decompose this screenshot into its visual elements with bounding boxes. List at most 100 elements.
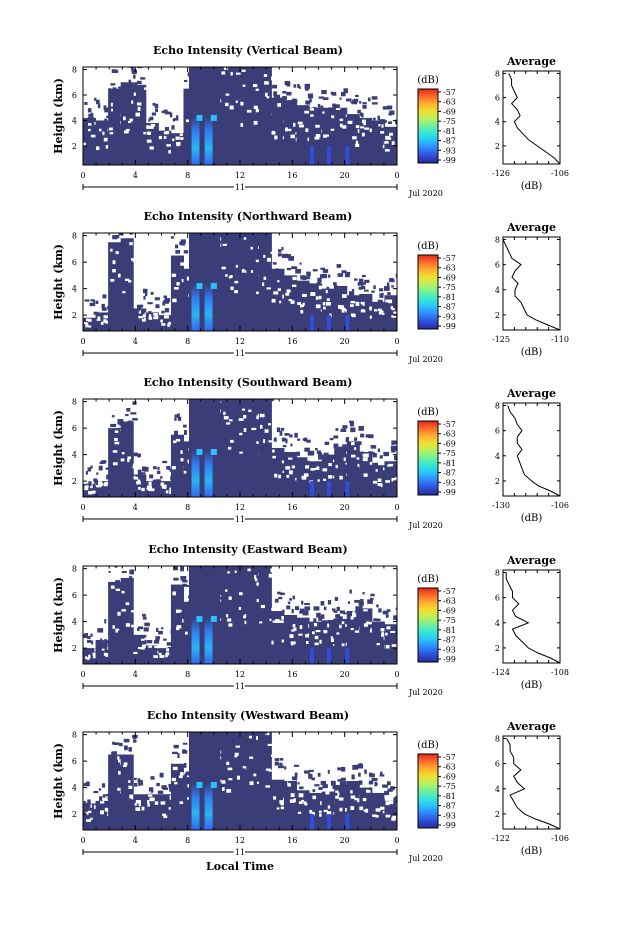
echo-speckle [139, 304, 144, 308]
echo-speckle [304, 602, 310, 606]
echo-speckle [123, 738, 130, 743]
gap-speckle [384, 140, 389, 144]
echo-speckle [182, 742, 188, 745]
echo-speckle [118, 742, 123, 747]
gap-speckle [300, 304, 305, 308]
echo-speckle [93, 478, 98, 482]
gap-speckle [132, 259, 138, 263]
echo-speckle [129, 569, 135, 575]
gap-speckle [219, 243, 222, 248]
echo-speckle [339, 610, 345, 614]
echo-column [346, 611, 360, 664]
echo-speckle [304, 276, 310, 280]
gap-speckle [320, 801, 323, 806]
echo-speckle [184, 773, 187, 777]
gap-speckle [277, 103, 282, 107]
gap-speckle [234, 755, 238, 758]
average-x-tick-label: -124 [492, 668, 510, 677]
echo-speckle [262, 732, 265, 734]
gap-speckle [114, 437, 118, 442]
gap-speckle [267, 257, 271, 262]
echo-speckle [360, 433, 365, 438]
echo-speckle [314, 784, 320, 787]
gap-speckle [354, 797, 359, 801]
echo-column [384, 624, 397, 664]
echo-speckle [350, 101, 356, 104]
colorbar-unit: (dB) [417, 740, 439, 751]
echo-speckle [391, 285, 394, 288]
echo-column [95, 640, 109, 664]
gap-speckle [128, 780, 131, 783]
echo-speckle [295, 269, 302, 274]
echo-speckle [394, 455, 397, 461]
echo-column [221, 732, 235, 830]
gap-speckle [146, 487, 149, 490]
gap-speckle [254, 578, 258, 582]
gap-speckle [112, 450, 118, 453]
echo-speckle [251, 562, 257, 566]
gap-speckle [110, 102, 113, 107]
echo-speckle [235, 399, 240, 403]
echo-column [334, 107, 348, 165]
gap-speckle [142, 314, 148, 318]
gap-speckle [385, 135, 391, 140]
gap-speckle [290, 134, 295, 139]
echo-column [145, 645, 159, 664]
echo-speckle [108, 88, 112, 91]
gap-speckle [100, 321, 104, 325]
echo-column [258, 566, 272, 664]
echo-column [283, 451, 298, 497]
echo-speckle [150, 776, 155, 780]
y-tick-label: 6 [72, 757, 77, 766]
echo-speckle [278, 596, 283, 600]
gap-speckle [90, 484, 93, 489]
echo-speckle [273, 95, 278, 100]
gap-speckle [313, 622, 318, 627]
gap-speckle [263, 439, 266, 444]
average-y-tick-label: 2 [495, 810, 500, 819]
echo-speckle [227, 728, 230, 730]
echo-speckle [389, 278, 394, 283]
average-frame [502, 402, 561, 497]
gap-speckle [270, 568, 274, 573]
gap-speckle [306, 640, 309, 644]
gap-speckle [172, 138, 175, 142]
gap-speckle [301, 799, 305, 803]
gap-speckle [141, 487, 145, 492]
colorbar-unit: (dB) [417, 574, 439, 585]
echo-speckle [285, 438, 288, 444]
x-tick-label: 16 [287, 836, 297, 845]
echo-speckle [96, 472, 99, 475]
panel-2: Echo Intensity (Southward Beam) 2 4 6 8 Heigh… [52, 376, 569, 530]
echo-speckle [322, 97, 329, 101]
average-line [505, 572, 561, 664]
gap-speckle [187, 784, 191, 788]
echo-column [384, 295, 397, 331]
colorbar-unit: (dB) [417, 241, 439, 252]
gap-speckle [342, 125, 347, 129]
gap-speckle [88, 654, 91, 659]
gap-speckle [238, 606, 242, 611]
gap-speckle [155, 315, 160, 319]
echo-speckle [298, 86, 301, 89]
gap-speckle [260, 604, 266, 609]
gap-speckle [375, 808, 381, 812]
echo-speckle [115, 580, 120, 585]
colorbar-unit: (dB) [417, 407, 439, 418]
echo-speckle [361, 274, 366, 278]
echo-speckle [369, 773, 375, 778]
echo-speckle [332, 103, 336, 109]
gap-speckle [148, 313, 152, 317]
gap-speckle [149, 488, 155, 492]
echo-speckle [274, 598, 279, 603]
gap-speckle [286, 474, 290, 478]
echo-speckle [254, 67, 260, 69]
colorbar [417, 753, 439, 829]
echo-speckle [316, 612, 321, 618]
average-x-label: (dB) [521, 513, 543, 524]
gap-speckle [96, 484, 99, 488]
echo-speckle [117, 421, 124, 425]
gap-speckle [352, 613, 357, 618]
gap-speckle [299, 625, 303, 630]
gap-speckle [369, 306, 373, 311]
